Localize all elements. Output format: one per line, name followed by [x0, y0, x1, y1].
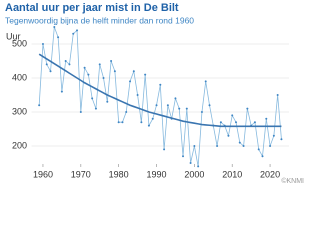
data-point: [163, 148, 166, 151]
x-tick-label: 1990: [146, 169, 166, 179]
data-point: [189, 162, 192, 164]
data-point: [64, 60, 67, 62]
data-point: [159, 83, 162, 86]
data-point: [185, 107, 188, 110]
data-point: [49, 70, 52, 73]
data-point: [38, 104, 41, 107]
data-point: [110, 60, 113, 62]
data-point: [231, 114, 234, 117]
data-point: [136, 94, 139, 96]
data-point: [272, 134, 275, 137]
data-point: [219, 121, 222, 124]
y-tick-label: 200: [12, 140, 27, 150]
data-point: [174, 97, 177, 100]
data-point: [227, 134, 230, 137]
data-point: [280, 138, 283, 141]
data-point: [94, 107, 97, 110]
data-point: [117, 121, 120, 124]
data-point: [106, 100, 109, 103]
data-point: [257, 148, 260, 151]
data-point: [208, 104, 211, 107]
data-point: [265, 117, 268, 120]
data-line: [38, 26, 282, 167]
data-point: [151, 117, 154, 120]
data-point: [155, 104, 158, 107]
chart-title: Aantal uur per jaar mist in De Bilt: [5, 2, 179, 14]
data-point: [72, 32, 75, 35]
data-point: [53, 26, 56, 28]
data-point: [87, 73, 90, 76]
page: {"chart_data": {"type": "line", "title":…: [5, 1, 305, 185]
data-point: [235, 121, 238, 124]
data-point: [102, 77, 105, 79]
data-point: [193, 145, 196, 147]
data-point: [178, 107, 181, 110]
y-tick-label: 300: [12, 106, 27, 116]
data-point: [269, 145, 272, 147]
data-point: [41, 43, 44, 45]
data-point: [140, 121, 143, 124]
data-point: [83, 66, 86, 69]
chart-subtitle: Tegenwoordig bijna de helft minder dan r…: [5, 15, 194, 25]
data-point: [125, 111, 128, 113]
x-tick-label: 1970: [71, 169, 91, 179]
data-point: [182, 155, 185, 158]
data-point: [91, 97, 94, 100]
data-point: [113, 70, 116, 73]
data-point: [242, 145, 245, 147]
x-tick-label: 1980: [109, 169, 129, 179]
data-point: [144, 73, 147, 76]
chart: Aantal uur per jaar mist in De Bilt Tege…: [5, 2, 304, 185]
data-point: [76, 29, 79, 32]
data-point: [246, 107, 249, 110]
data-point: [45, 63, 48, 66]
data-point: [57, 36, 60, 39]
data-point: [200, 111, 203, 113]
data-point: [60, 90, 63, 93]
data-point: [204, 80, 207, 83]
data-point: [238, 141, 241, 144]
x-tick-label: 2000: [184, 169, 204, 179]
data-point: [79, 111, 82, 113]
data-point: [68, 63, 71, 66]
y-axis-label: Uur: [6, 31, 21, 41]
data-point: [166, 104, 169, 107]
data-point: [98, 63, 101, 66]
data-point: [253, 121, 256, 124]
data-point: [147, 124, 150, 127]
x-tick-label: 2020: [260, 169, 280, 179]
y-tick-label: 400: [12, 72, 27, 82]
y-tick-label: 500: [12, 38, 27, 48]
data-point: [121, 121, 124, 124]
data-point: [276, 94, 279, 96]
data-point: [129, 80, 132, 83]
data-point: [216, 145, 219, 147]
data-point: [132, 70, 135, 73]
x-tick-label: 1960: [33, 169, 53, 179]
data-point: [197, 165, 200, 168]
data-point: [261, 155, 264, 158]
x-tick-label: 2010: [222, 169, 242, 179]
trend-line: [38, 53, 282, 128]
credit: ©KNMI: [281, 177, 304, 185]
